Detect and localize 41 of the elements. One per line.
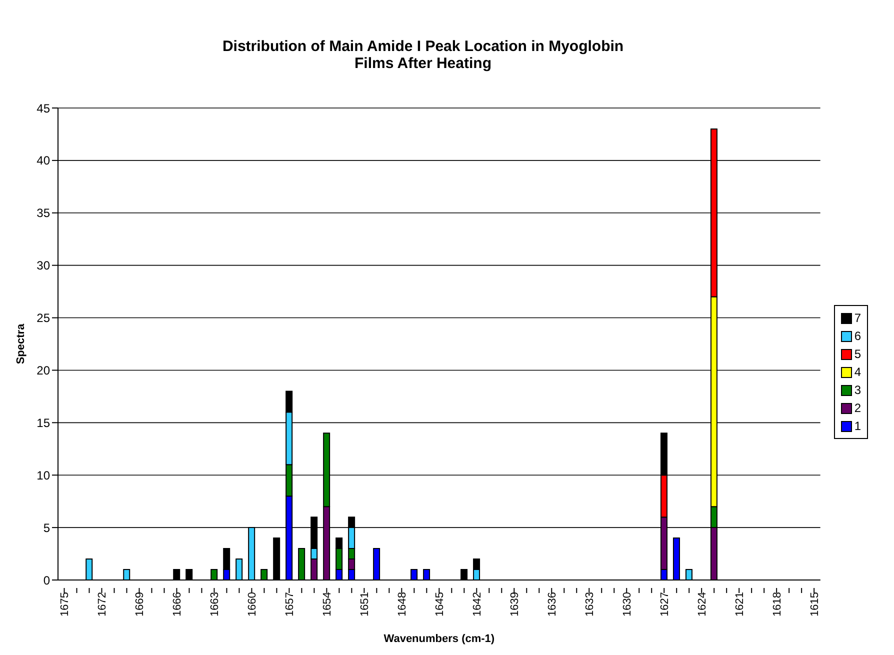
x-tick-label: 1669 xyxy=(134,592,146,616)
y-tick-label: 10 xyxy=(36,468,50,482)
y-tick-label: 45 xyxy=(36,101,50,116)
chart-title: Distribution of Main Amide I Peak Location in Myoglobin Films After Heating xyxy=(221,38,625,72)
x-tick-label: 1666 xyxy=(172,592,184,616)
x-tick-label: 1660 xyxy=(246,592,259,616)
y-tick-label: 40 xyxy=(36,154,50,168)
y-tick-label: 25 xyxy=(36,311,50,326)
x-tick-label: 1630 xyxy=(622,592,634,616)
y-tick-label: 15 xyxy=(36,416,50,430)
legend-label: 1 xyxy=(853,418,861,435)
x-tick-label: 1654 xyxy=(322,592,334,616)
x-tick-label: 1618 xyxy=(772,592,784,616)
x-tick-label: 1657 xyxy=(284,592,296,616)
legend-label: 2 xyxy=(853,400,861,417)
x-axis-title: Wavenumbers (cm-1) xyxy=(384,633,495,645)
x-tick-label: 1621 xyxy=(734,592,746,616)
x-tick-label: 1648 xyxy=(396,592,409,616)
legend-label: 3 xyxy=(853,382,861,399)
x-tick-label: 1675 xyxy=(59,592,72,616)
x-tick-label: 1633 xyxy=(584,592,596,616)
y-tick-label: 35 xyxy=(36,206,50,220)
x-tick-label: 1615 xyxy=(809,592,822,616)
y-tick-label: 30 xyxy=(36,258,50,273)
x-tick-label: 1663 xyxy=(209,592,222,616)
x-tick-label: 1672 xyxy=(96,592,109,616)
x-tick-label: 1642 xyxy=(472,592,484,616)
legend-label: 4 xyxy=(853,364,861,381)
y-tick-label: 20 xyxy=(36,363,50,378)
x-tick-label: 1639 xyxy=(509,592,522,616)
y-tick-label: 5 xyxy=(43,520,50,535)
y-axis-title: Spectra xyxy=(14,322,27,364)
x-tick-label: 1624 xyxy=(696,592,709,616)
x-tick-label: 1636 xyxy=(546,592,559,616)
x-tick-label: 1627 xyxy=(659,592,672,616)
legend-label: 6 xyxy=(853,328,861,345)
legend-label: 5 xyxy=(853,346,861,363)
x-tick-label: 1651 xyxy=(359,592,372,616)
x-tick-label: 1645 xyxy=(434,592,446,616)
y-tick-label: 0 xyxy=(43,573,50,588)
legend-label: 7 xyxy=(853,310,861,327)
